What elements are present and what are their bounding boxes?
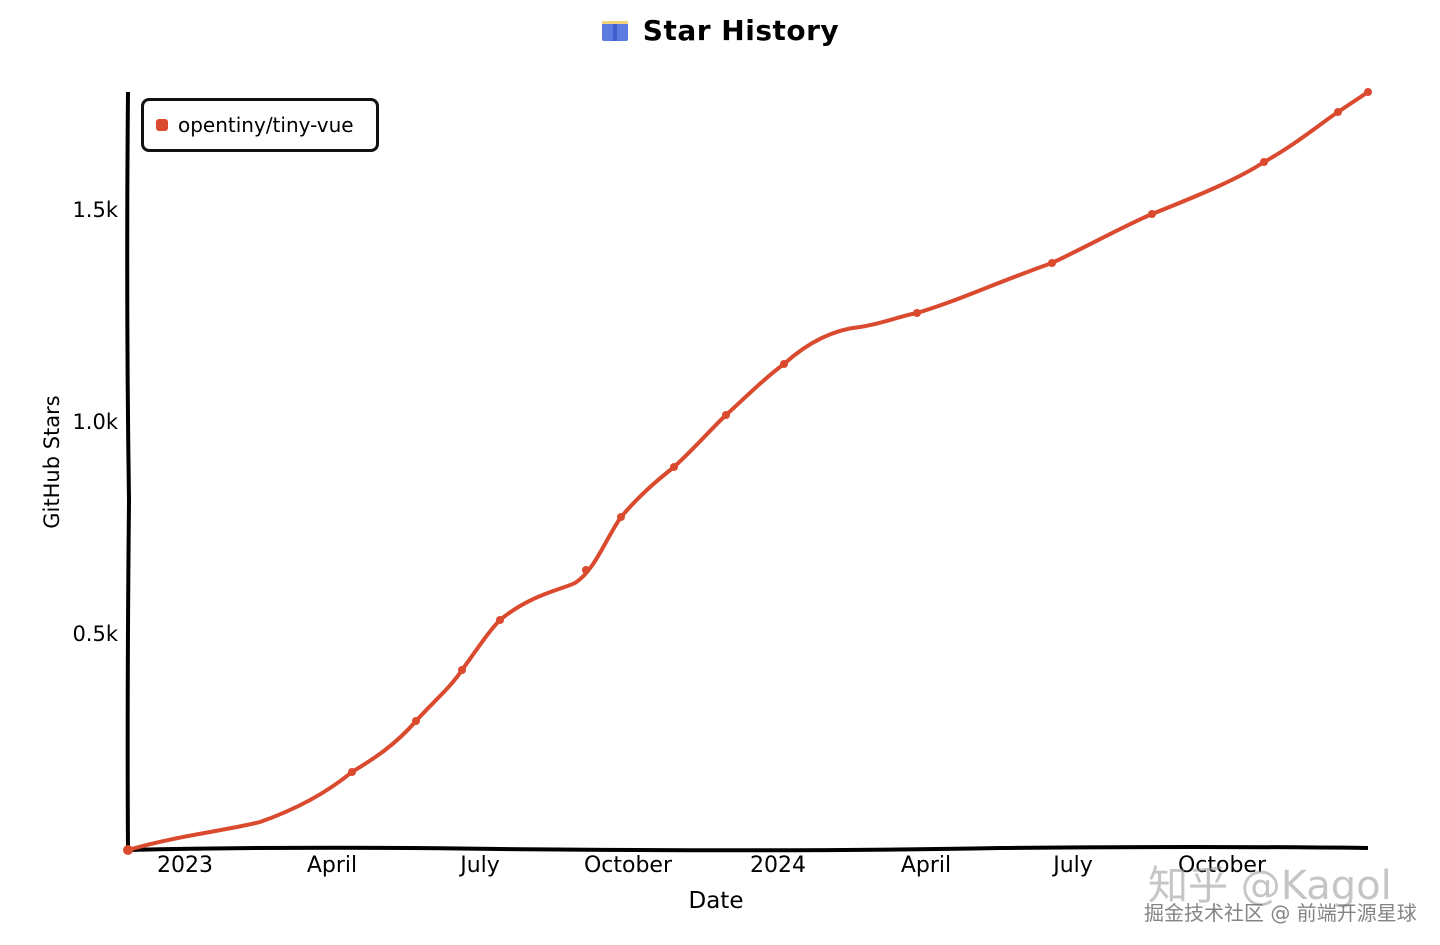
legend-label: opentiny/tiny-vue: [178, 113, 354, 137]
x-axis: [127, 845, 1369, 853]
data-points: [123, 88, 1372, 855]
x-tick-july-2023: July: [460, 853, 500, 878]
x-tick-october-2023: October: [583, 853, 673, 878]
x-tick-april-2024: April: [900, 853, 952, 878]
x-tick-2023: 2023: [157, 853, 213, 878]
chart-title: Star History: [0, 14, 1440, 49]
legend: opentiny/tiny-vue: [141, 98, 379, 152]
x-axis-label: Date: [688, 888, 744, 914]
watermark-juejin: 掘金技术社区 @ 前端开源星球: [1144, 901, 1417, 925]
watermark-zhihu: 知乎 @Kagol: [1148, 863, 1392, 909]
legend-swatch: [156, 119, 168, 131]
chart-title-text: Star History: [642, 14, 840, 47]
y-tick-0.5k: 0.5k: [72, 622, 118, 646]
x-tick-april-2023: April: [306, 853, 358, 878]
y-axis-label: GitHub Stars: [40, 395, 64, 529]
y-axis: [125, 91, 132, 851]
x-tick-2024: 2024: [750, 853, 806, 878]
y-tick-1.5k: 1.5k: [72, 198, 118, 222]
y-tick-1.0k: 1.0k: [72, 410, 118, 434]
x-tick-october-2024: October: [1177, 853, 1267, 878]
star-history-logo-icon: [601, 20, 628, 41]
series-line-opentiny-tiny-vue: [126, 90, 1370, 852]
x-tick-july-2024: July: [1053, 853, 1093, 878]
